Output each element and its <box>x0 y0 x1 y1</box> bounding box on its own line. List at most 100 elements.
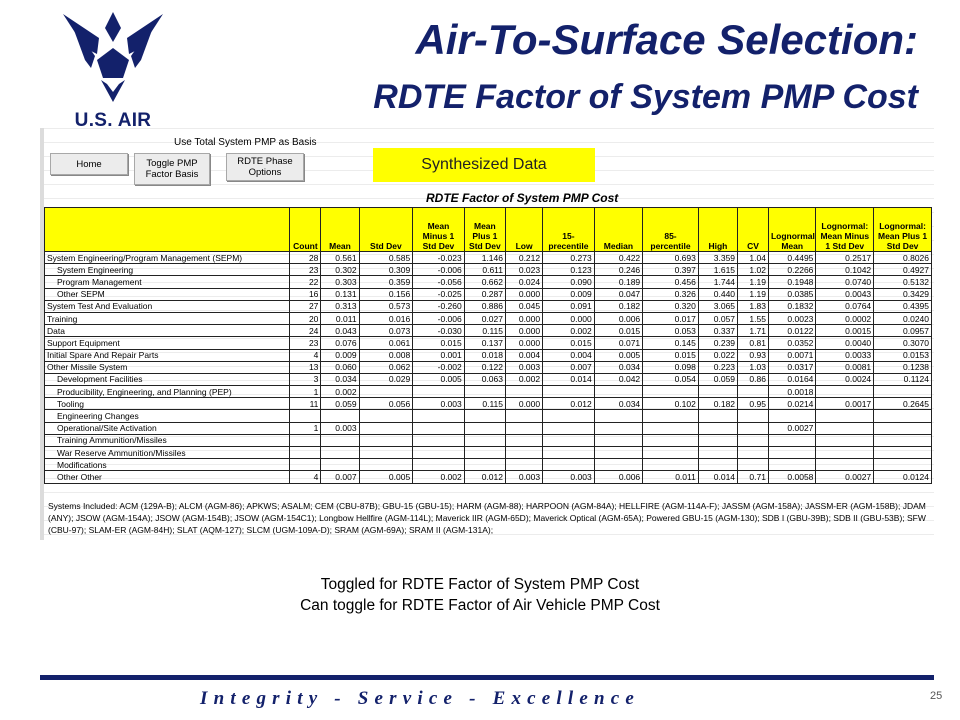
cell-value <box>289 433 322 448</box>
cell-value: 0.246 <box>593 263 644 277</box>
cell-value: 0.000 <box>542 311 595 326</box>
cell-value: 1.19 <box>737 287 769 301</box>
cell-value: 0.0957 <box>873 324 932 338</box>
rdte-phase-options-button[interactable]: RDTE Phase Options <box>226 153 304 181</box>
cell-value: 0.137 <box>463 336 507 350</box>
cell-value: 0.0153 <box>873 348 932 362</box>
cell-value: 4 <box>289 470 322 484</box>
cell-value: 0.098 <box>642 360 699 374</box>
cell-value <box>815 445 875 460</box>
cell-value: 0.2645 <box>873 397 932 411</box>
cell-value: 0.0027 <box>815 470 875 484</box>
cell-value <box>289 458 322 472</box>
cell-value: 0.1042 <box>815 263 875 277</box>
cell-value: 0.102 <box>642 397 699 411</box>
cell-value: 0.93 <box>737 348 769 362</box>
cell-value <box>737 385 769 399</box>
column-header: Lognormal: Mean Plus 1 Std Dev <box>873 207 932 252</box>
row-category: Tooling <box>43 397 291 411</box>
cell-value: 1.03 <box>737 360 769 374</box>
cell-value <box>593 445 644 460</box>
cell-value: 3 <box>289 372 322 387</box>
cell-value: 27 <box>289 299 322 313</box>
cell-value <box>412 385 465 399</box>
cell-value: 0.029 <box>358 372 414 387</box>
cell-value: 0.2266 <box>767 263 817 277</box>
cell-value: 0.3429 <box>873 287 932 301</box>
cell-value <box>697 385 739 399</box>
cell-value: 16 <box>289 287 322 301</box>
cell-value: 0.002 <box>320 385 360 399</box>
cell-value: 0.059 <box>320 397 360 411</box>
cell-value: 0.003 <box>320 421 360 435</box>
cell-value <box>815 409 875 423</box>
cell-value: 11 <box>289 397 322 411</box>
cell-value: 23 <box>289 263 322 277</box>
cell-value: 0.002 <box>504 372 544 387</box>
cell-value: 0.145 <box>642 336 699 350</box>
cell-value: 0.034 <box>593 360 644 374</box>
table-title: RDTE Factor of System PMP Cost <box>426 191 619 205</box>
cell-value: 0.3070 <box>873 336 932 350</box>
cell-value: 13 <box>289 360 322 374</box>
row-category: Modifications <box>43 458 291 472</box>
cell-value <box>542 433 595 448</box>
cell-value <box>697 445 739 460</box>
cell-value: 0.002 <box>542 324 595 338</box>
cell-value: 3.065 <box>697 299 739 313</box>
cell-value <box>873 433 932 448</box>
column-header: Lognormal: Mean Minus 1 Std Dev <box>815 207 875 252</box>
cell-value: 0.007 <box>542 360 595 374</box>
row-category: Other SEPM <box>43 287 291 301</box>
cell-value <box>767 445 817 460</box>
cell-value: 1.83 <box>737 299 769 313</box>
cell-value: 0.014 <box>542 372 595 387</box>
cell-value: 0.611 <box>463 263 507 277</box>
cell-value: 1.19 <box>737 275 769 289</box>
cell-value: 1 <box>289 421 322 435</box>
synthesized-data-label: Synthesized Data <box>373 148 595 182</box>
cell-value: 0.016 <box>358 311 414 326</box>
cell-value: 0.81 <box>737 336 769 350</box>
cell-value: 0.5132 <box>873 275 932 289</box>
cell-value: 0.4495 <box>767 250 817 265</box>
cell-value: 0.71 <box>737 470 769 484</box>
cell-value: 0.009 <box>320 348 360 362</box>
row-category: Producibility, Engineering, and Planning… <box>43 385 291 399</box>
cell-value: 0.053 <box>642 324 699 338</box>
page-title: Air-To-Surface Selection: <box>415 16 918 63</box>
cell-value: 0.000 <box>504 324 544 338</box>
systems-included-text: Systems Included: ACM (129A-B); ALCM (AG… <box>48 501 926 536</box>
cell-value <box>463 445 507 460</box>
cell-value: 0.440 <box>697 287 739 301</box>
table-row: Training 20 0.011 0.016 -0.006 0.027 0.000 0.00… <box>43 311 932 326</box>
cell-value: 0.0058 <box>767 470 817 484</box>
cell-value: 0.1124 <box>873 372 932 387</box>
cell-value: 0.057 <box>697 311 739 326</box>
cell-value <box>504 385 544 399</box>
column-header: Mean Minus 1 Std Dev <box>412 207 465 252</box>
cell-value: 0.001 <box>412 348 465 362</box>
cell-value <box>320 458 360 472</box>
cell-value: 0.0040 <box>815 336 875 350</box>
cell-value: 24 <box>289 324 322 338</box>
cell-value: 0.239 <box>697 336 739 350</box>
cell-value <box>642 458 699 472</box>
cell-value: 0.004 <box>504 348 544 362</box>
column-header: Std Dev <box>358 207 414 252</box>
toggle-pmp-factor-button[interactable]: Toggle PMP Factor Basis <box>134 153 210 185</box>
cell-value <box>358 385 414 399</box>
table-row: Other SEPM 16 0.131 0.156 -0.025 0.287 0.000 0.… <box>43 287 932 301</box>
cell-value <box>737 445 769 460</box>
cell-value <box>697 409 739 423</box>
home-button[interactable]: Home <box>50 153 128 175</box>
cell-value: 0.886 <box>463 299 507 313</box>
table-header-row: Count Mean Std Dev Mean Minus 1 Std Dev Mean… <box>43 207 932 252</box>
cell-value: 0.123 <box>542 263 595 277</box>
cell-value: 3.359 <box>697 250 739 265</box>
page-subtitle: RDTE Factor of System PMP Cost <box>373 78 918 116</box>
row-category: Initial Spare And Repair Parts <box>43 348 291 362</box>
cell-value: 0.003 <box>542 470 595 484</box>
cell-value <box>542 409 595 423</box>
cell-value: 0.131 <box>320 287 360 301</box>
